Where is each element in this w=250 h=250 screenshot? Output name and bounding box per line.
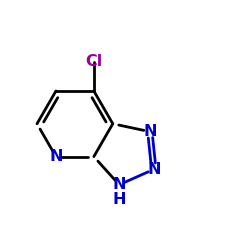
Text: H: H <box>112 192 126 207</box>
Text: N: N <box>147 162 160 177</box>
Text: N: N <box>143 124 156 139</box>
Text: N: N <box>49 149 63 164</box>
Text: Cl: Cl <box>85 54 102 69</box>
Text: N: N <box>112 177 126 192</box>
